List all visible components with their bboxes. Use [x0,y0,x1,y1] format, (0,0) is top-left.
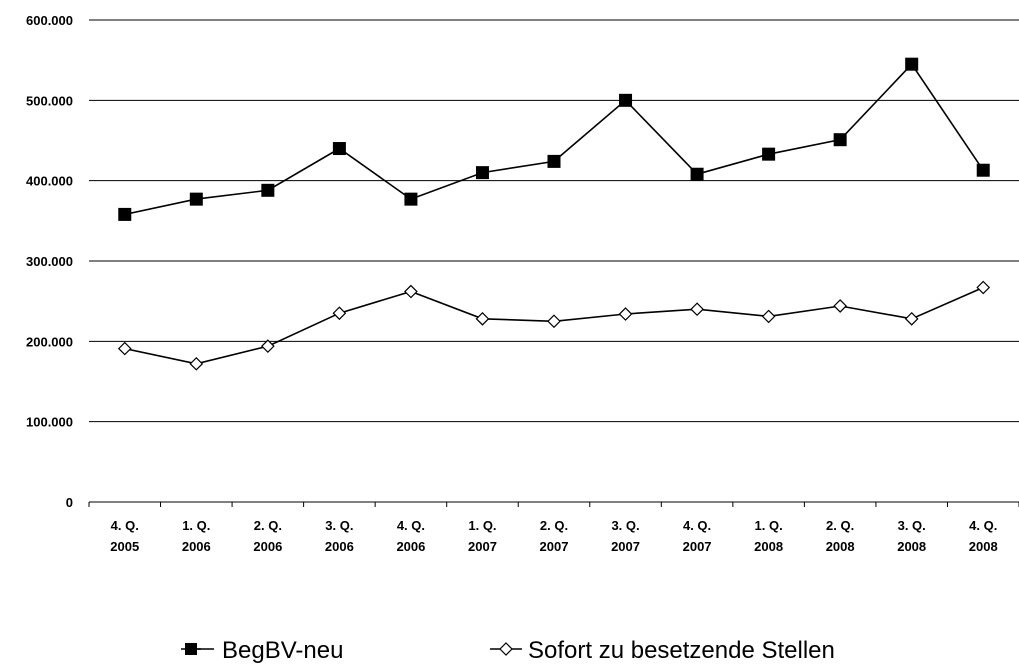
x-tick-label-quarter: 3. Q. [611,518,639,533]
data-point-begbv-neu [332,142,346,156]
x-tick-label-quarter: 4. Q. [683,518,711,533]
x-tick-label-year: 2007 [468,539,497,554]
series-layer [117,57,991,371]
series-line-begbv-neu [124,62,984,216]
data-point-sofort-zu-besetzende-stellen [404,284,418,299]
x-tick-label-quarter: 2. Q. [254,518,282,533]
y-axis-tick-labels: 0 100.000 200.000 300.000 400.000 500.000 600.… [26,13,73,510]
x-tick-label-year: 2006 [396,539,425,554]
data-point-begbv-neu [475,166,489,180]
data-point-sofort-zu-besetzende-stellen [189,356,204,371]
x-tick-label-quarter: 2. Q. [826,518,854,533]
x-tick-label-year: 2006 [182,539,211,554]
y-tick-label: 600.000 [26,13,73,28]
legend-item-sofort-zu-besetzende-stellen: Sofort zu besetzende Stellen [490,637,835,664]
x-tick-label-quarter: 3. Q. [898,518,926,533]
x-tick-label-year: 2006 [253,539,282,554]
y-tick-label: 300.000 [26,254,73,269]
data-point-sofort-zu-besetzende-stellen [761,309,776,324]
x-tick-label-year: 2008 [754,539,783,554]
x-tick-label-year: 2007 [683,539,712,554]
y-tick-label: 500.000 [26,93,73,108]
data-point-sofort-zu-besetzende-stellen [904,311,919,326]
x-tick-label-quarter: 1. Q. [182,518,210,533]
data-point-begbv-neu [261,183,275,197]
x-tick-label-quarter: 4. Q. [111,518,139,533]
data-point-sofort-zu-besetzende-stellen [833,299,848,313]
data-point-sofort-zu-besetzende-stellen [117,341,132,356]
data-point-sofort-zu-besetzende-stellen [547,314,561,329]
data-point-sofort-zu-besetzende-stellen [976,280,991,295]
x-tick-label-year: 2008 [826,539,855,554]
y-tick-label: 400.000 [26,174,73,189]
data-point-sofort-zu-besetzende-stellen [260,339,275,354]
data-point-sofort-zu-besetzende-stellen [618,307,633,321]
legend: BegBV-neu Sofort zu besetzende Stellen [181,637,835,664]
data-point-begbv-neu [976,163,990,177]
data-point-begbv-neu [547,154,561,168]
gridlines [89,19,1019,423]
x-tick-label-quarter: 2. Q. [540,518,568,533]
x-tick-label-year: 2005 [110,539,139,554]
legend-item-begbv-neu: BegBV-neu [181,637,343,664]
x-tick-label-year: 2008 [897,539,926,554]
legend-marker-open-diamond [499,642,513,656]
x-tick-label-quarter: 3. Q. [325,518,353,533]
x-tick-label-quarter: 1. Q. [755,518,783,533]
x-tick-label-quarter: 1. Q. [468,518,496,533]
x-tick-label-year: 2008 [969,539,998,554]
data-point-sofort-zu-besetzende-stellen [475,311,490,326]
x-axis-tick-labels: 4. Q. 2005 1. Q. 2006 2. Q. 2006 3. Q. 2006 4. Q… [110,518,997,554]
x-tick-label-year: 2007 [611,539,640,554]
x-axis [88,501,1019,507]
y-tick-label: 100.000 [26,415,73,430]
x-tick-label-year: 2007 [540,539,569,554]
x-tick-label-quarter: 4. Q. [969,518,997,533]
data-point-begbv-neu [905,57,919,71]
x-tick-label-quarter: 4. Q. [397,518,425,533]
legend-marker-filled-square [185,643,197,655]
y-tick-label: 0 [66,495,73,510]
x-tick-label-year: 2006 [325,539,354,554]
data-point-begbv-neu [619,93,633,107]
data-point-begbv-neu [118,207,132,221]
y-tick-label: 200.000 [26,334,73,349]
legend-label-sofort-zu-besetzende-stellen: Sofort zu besetzende Stellen [528,637,835,664]
data-point-sofort-zu-besetzende-stellen [690,302,704,317]
data-point-sofort-zu-besetzende-stellen [332,306,347,321]
data-point-begbv-neu [833,133,847,147]
data-point-begbv-neu [404,192,418,206]
data-point-begbv-neu [762,147,776,161]
legend-label-begbv-neu: BegBV-neu [222,637,343,664]
data-point-begbv-neu [189,192,203,206]
data-point-begbv-neu [690,167,704,181]
